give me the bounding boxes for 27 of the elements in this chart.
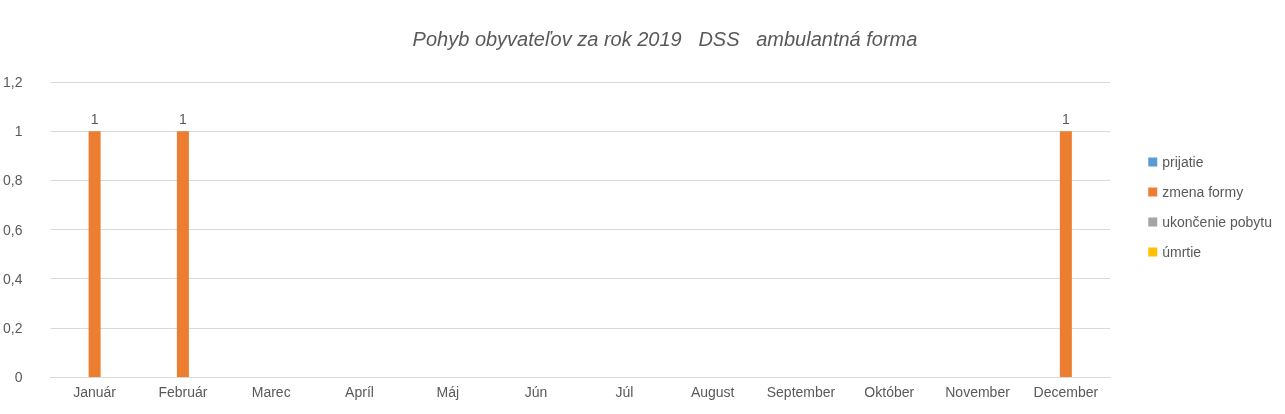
data-label: 1: [1061, 111, 1070, 128]
y-tick-label: 0,8: [2, 172, 23, 189]
x-tick-label: Máj: [436, 384, 460, 400]
y-tick-label: 0,4: [2, 270, 23, 287]
y-tick-label: 1,2: [2, 74, 23, 90]
y-tick-label: 0,2: [2, 319, 23, 336]
x-tick-label: Október: [864, 384, 915, 400]
x-tick-label: Jún: [524, 384, 548, 400]
legend-label: úmrtie: [1162, 244, 1202, 260]
x-tick-label: Január: [73, 384, 117, 400]
data-label: 1: [90, 111, 99, 128]
chart-title: Pohyb obyvateľov za rok 2019 DSS ambulantná forma: [412, 28, 918, 50]
y-tick-label: 0,6: [2, 221, 23, 238]
x-tick-label: Február: [158, 384, 208, 400]
x-tick-label: Apríl: [345, 384, 374, 400]
y-tick-label: 0: [14, 369, 23, 385]
x-tick-label: August: [690, 384, 735, 400]
legend-label: ukončenie pobytu: [1162, 214, 1273, 230]
x-tick-label: Marec: [251, 384, 291, 400]
legend-label: prijatie: [1162, 154, 1204, 170]
x-tick-label: September: [766, 384, 836, 400]
legend-label: zmena formy: [1162, 184, 1244, 200]
x-tick-label: December: [1033, 384, 1099, 400]
data-label: 1: [179, 111, 188, 128]
x-tick-label: November: [945, 384, 1011, 400]
x-tick-label: Júl: [615, 384, 634, 400]
y-tick-label: 1: [14, 123, 23, 140]
